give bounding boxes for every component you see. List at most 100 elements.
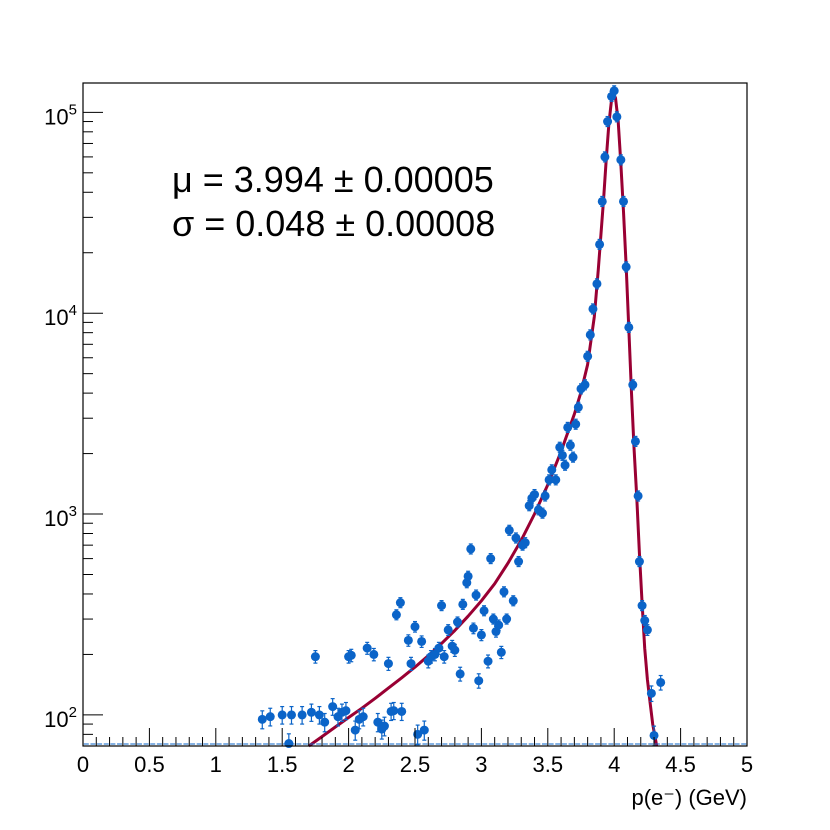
data-point	[597, 196, 607, 206]
data-point	[466, 544, 476, 554]
data-point	[595, 239, 605, 249]
y-tick-base: 10	[44, 104, 68, 129]
data-point	[616, 155, 626, 165]
data-point	[573, 402, 583, 412]
data-point	[437, 601, 447, 611]
x-tick-label: 5	[741, 752, 753, 777]
data-point	[642, 625, 652, 635]
data-point	[314, 710, 324, 720]
x-tick-label: 4	[608, 752, 620, 777]
data-point	[486, 554, 496, 564]
y-tick-exponent: 5	[69, 101, 77, 118]
data-point	[471, 590, 481, 600]
data-point	[563, 422, 573, 432]
data-point	[410, 622, 420, 632]
data-point	[634, 557, 644, 567]
y-tick-label: 102	[44, 704, 77, 732]
x-tick-label: 3.5	[533, 752, 564, 777]
y-tick-label: 104	[44, 302, 77, 330]
data-point	[637, 601, 647, 611]
data-point	[476, 630, 486, 640]
data-point	[508, 596, 518, 606]
x-tick-label: 1	[210, 752, 222, 777]
data-point	[557, 450, 567, 460]
data-point	[502, 614, 512, 624]
data-point	[479, 606, 489, 616]
data-point	[286, 710, 296, 720]
data-point	[547, 465, 557, 475]
data-point	[434, 643, 444, 653]
data-point	[439, 652, 449, 662]
x-tick-label: 2.5	[400, 752, 431, 777]
data-point	[406, 659, 416, 669]
data-point	[306, 707, 316, 717]
data-point	[514, 557, 524, 567]
data-point	[350, 725, 360, 735]
data-point	[496, 647, 506, 657]
points-layer	[257, 85, 666, 749]
data-point	[588, 304, 598, 314]
data-point	[391, 610, 401, 620]
annotation-sigma: σ = 0.048 ± 0.00008	[172, 203, 495, 244]
data-point	[417, 636, 427, 646]
data-point	[649, 730, 659, 740]
data-point	[621, 262, 631, 272]
annotation-mu: μ = 3.994 ± 0.00005	[172, 159, 494, 200]
data-point	[592, 279, 602, 289]
data-point	[585, 330, 595, 340]
data-point	[571, 419, 581, 429]
fit-layer	[307, 92, 659, 748]
y-tick-exponent: 4	[69, 302, 77, 319]
data-point	[257, 714, 267, 724]
data-point	[397, 706, 407, 716]
data-point	[499, 587, 509, 597]
data-point	[297, 710, 307, 720]
y-tick-base: 10	[44, 305, 68, 330]
data-point	[346, 650, 356, 660]
data-point	[580, 380, 590, 390]
data-point	[530, 490, 540, 500]
data-point	[630, 436, 640, 446]
data-point	[463, 571, 473, 581]
data-point	[544, 475, 554, 485]
data-point	[511, 533, 521, 543]
data-point	[600, 152, 610, 162]
data-point	[494, 620, 504, 630]
data-point	[488, 614, 498, 624]
data-point	[504, 525, 514, 535]
data-point	[624, 322, 634, 332]
x-tick-label: 3	[475, 752, 487, 777]
data-point	[537, 508, 547, 518]
x-axis-title: p(e⁻) (GeV)	[631, 785, 747, 810]
data-point	[656, 677, 666, 687]
y-tick-exponent: 2	[69, 704, 77, 721]
data-point	[618, 196, 628, 206]
data-point	[583, 351, 593, 361]
data-point	[310, 652, 320, 662]
x-tick-label: 4.5	[665, 752, 696, 777]
data-point	[628, 380, 638, 390]
data-point	[565, 440, 575, 450]
data-point	[609, 86, 619, 96]
y-tick-label: 103	[44, 503, 77, 531]
data-point	[474, 676, 484, 686]
data-point	[369, 649, 379, 659]
data-point	[379, 721, 389, 731]
data-point	[341, 706, 351, 716]
data-point	[419, 725, 429, 735]
data-point	[633, 491, 643, 501]
data-point	[358, 712, 368, 722]
data-point	[540, 491, 550, 501]
y-tick-base: 10	[44, 707, 68, 732]
data-point	[277, 710, 287, 720]
data-point	[452, 617, 462, 627]
x-tick-label: 0	[77, 752, 89, 777]
y-tick-label: 105	[44, 101, 77, 129]
fit-curve	[307, 92, 659, 748]
y-tick-base: 10	[44, 506, 68, 531]
data-point	[383, 659, 393, 669]
data-point	[555, 442, 565, 452]
